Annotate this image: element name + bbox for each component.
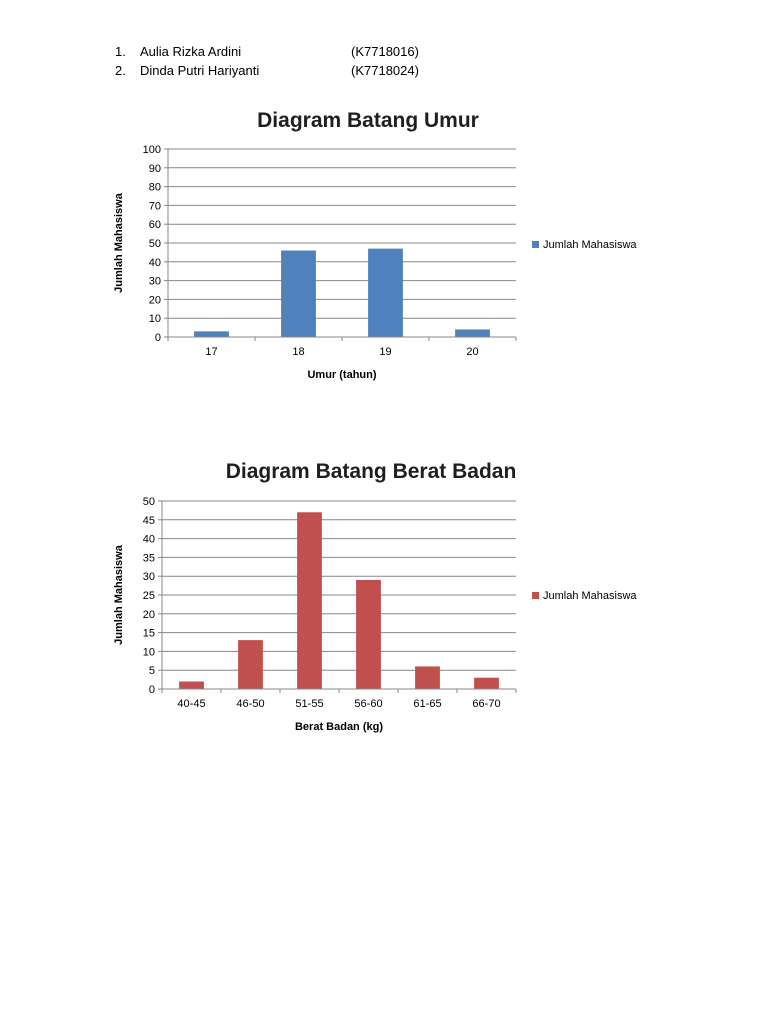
bar-18 <box>281 250 316 337</box>
x-axis-title: Umur (tahun) <box>307 369 376 381</box>
x-tick-label: 56-60 <box>354 698 382 710</box>
chart-title: Diagram Batang Umur <box>257 109 479 132</box>
x-tick-label: 61-65 <box>413 698 441 710</box>
y-tick-label: 40 <box>143 534 155 546</box>
bar-40-45 <box>179 681 204 689</box>
bar-51-55 <box>297 512 322 689</box>
y-tick-label: 40 <box>149 257 161 269</box>
y-tick-label: 10 <box>149 313 161 325</box>
x-tick-label: 46-50 <box>236 698 264 710</box>
y-tick-label: 10 <box>143 646 155 658</box>
y-tick-label: 0 <box>155 332 161 344</box>
y-tick-label: 30 <box>143 571 155 583</box>
y-tick-label: 45 <box>143 515 155 527</box>
bar-61-65 <box>415 666 440 689</box>
y-tick-label: 0 <box>149 684 155 696</box>
y-tick-label: 20 <box>149 294 161 306</box>
author-row: 1. Aulia Rizka Ardini (K7718016) <box>115 42 455 61</box>
x-tick-label: 40-45 <box>177 698 205 710</box>
y-axis-title: Jumlah Mahasiswa <box>113 544 125 645</box>
bar-17 <box>194 331 229 337</box>
y-tick-label: 35 <box>143 552 155 564</box>
age-bar-chart: Diagram Batang Umur 0 10 20 30 40 50 60 70 80 90 10… <box>113 109 637 381</box>
y-tick-label: 50 <box>149 238 161 250</box>
bar-46-50 <box>238 640 263 689</box>
x-tick-label: 19 <box>379 346 391 358</box>
legend-label: Jumlah Mahasiswa <box>543 239 637 251</box>
author-nim: (K7718016) <box>351 44 419 59</box>
y-tick-label: 90 <box>149 163 161 175</box>
y-tick-label: 80 <box>149 182 161 194</box>
bar-66-70 <box>474 677 499 689</box>
x-axis-title: Berat Badan (kg) <box>295 721 383 733</box>
x-tick-label: 66-70 <box>472 698 500 710</box>
y-tick-label: 70 <box>149 200 161 212</box>
author-list: 1. Aulia Rizka Ardini (K7718016) 2. Dind… <box>115 42 455 80</box>
legend-swatch <box>532 241 539 248</box>
author-nim: (K7718024) <box>351 63 419 78</box>
y-tick-label: 30 <box>149 276 161 288</box>
author-name: Dinda Putri Hariyanti <box>140 63 260 78</box>
x-tick-label: 51-55 <box>295 698 323 710</box>
bar-56-60 <box>356 579 381 689</box>
author-row: 2. Dinda Putri Hariyanti (K7718024) <box>115 61 455 80</box>
y-tick-label: 15 <box>143 628 155 640</box>
chart-title: Diagram Batang Berat Badan <box>226 460 517 483</box>
y-tick-label: 20 <box>143 609 155 621</box>
legend-swatch <box>532 592 539 599</box>
y-tick-label: 60 <box>149 219 161 231</box>
legend-label: Jumlah Mahasiswa <box>543 590 637 602</box>
bar-20 <box>455 329 490 337</box>
x-tick-label: 18 <box>292 346 304 358</box>
author-name: Aulia Rizka Ardini <box>140 44 242 59</box>
x-tick-label: 17 <box>205 346 217 358</box>
y-tick-label: 100 <box>143 144 161 156</box>
author-number: 2. <box>115 63 126 78</box>
x-tick-label: 20 <box>466 346 478 358</box>
y-axis-title: Jumlah Mahasiswa <box>113 192 125 293</box>
author-number: 1. <box>115 44 126 59</box>
y-tick-label: 50 <box>143 496 155 508</box>
y-tick-label: 25 <box>143 590 155 602</box>
bar-19 <box>368 248 403 337</box>
y-tick-label: 5 <box>149 665 155 677</box>
